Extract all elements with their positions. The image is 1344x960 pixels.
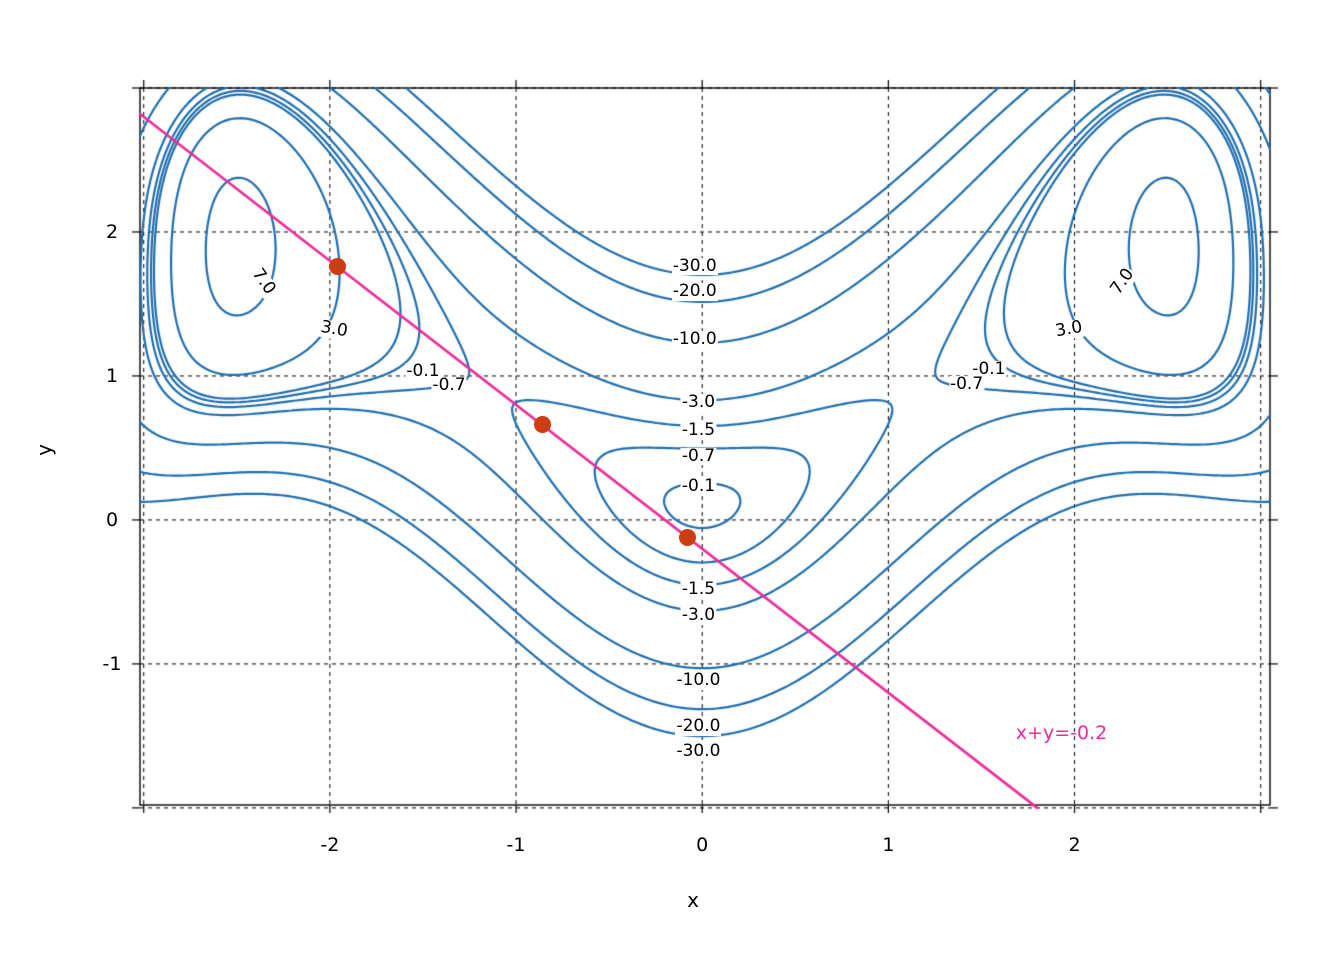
x-axis-title: x: [687, 888, 699, 912]
y-axis-title: y: [32, 443, 56, 456]
constraint-line-label: x+y=-0.2: [1015, 722, 1108, 744]
